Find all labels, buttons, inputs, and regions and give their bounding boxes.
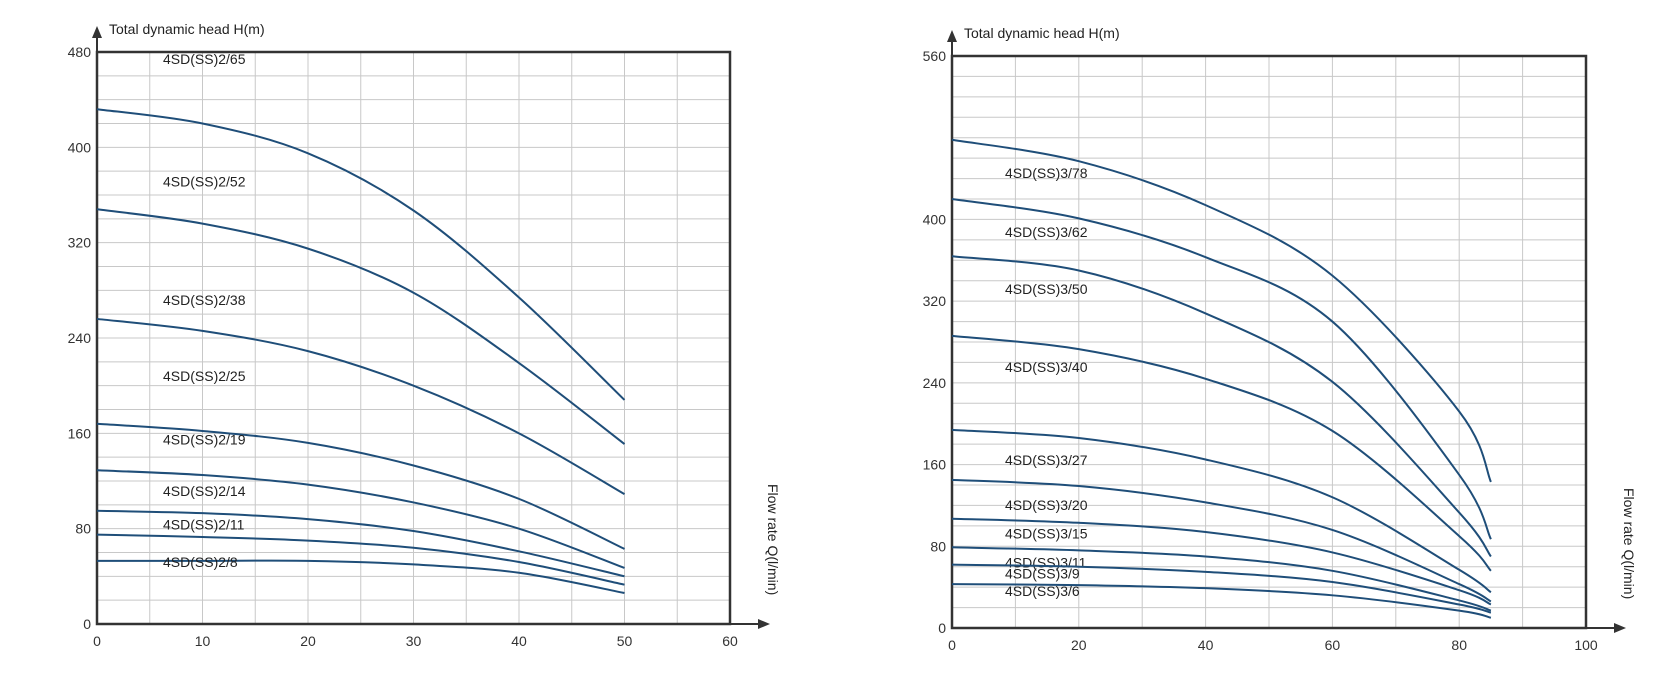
series-label: 4SD(SS)2/14 <box>163 483 246 499</box>
y-axis-label: Total dynamic head H(m) <box>109 21 265 37</box>
series-curve <box>951 563 1492 614</box>
series-label: 4SD(SS)3/78 <box>1005 165 1088 181</box>
series-label: 4SD(SS)3/62 <box>1005 224 1088 240</box>
y-tick-label: 160 <box>923 457 947 473</box>
x-tick-label: 60 <box>1325 637 1341 653</box>
series-curve <box>951 546 1492 612</box>
y-tick-label: 400 <box>68 139 92 155</box>
series-curve <box>951 198 1492 540</box>
y-tick-label: 400 <box>923 211 947 227</box>
y-tick-label: 80 <box>930 538 946 554</box>
series-curve <box>96 469 625 569</box>
x-tick-label: 20 <box>1071 637 1087 653</box>
x-tick-label: 60 <box>722 633 738 649</box>
series-label: 4SD(SS)3/20 <box>1005 497 1088 513</box>
y-tick-label: 160 <box>68 425 92 441</box>
series-label: 4SD(SS)2/38 <box>163 292 246 308</box>
series-curve <box>96 559 625 594</box>
series-curve <box>96 422 625 550</box>
y-tick-label: 80 <box>75 521 91 537</box>
x-tick-label: 10 <box>195 633 211 649</box>
y-axis-arrow-icon <box>947 30 957 42</box>
y-tick-label: 0 <box>938 620 946 636</box>
y-tick-label: 320 <box>923 293 947 309</box>
series-label: 4SD(SS)2/11 <box>163 517 245 533</box>
series-curve <box>951 478 1492 603</box>
series-label: 4SD(SS)2/65 <box>163 51 246 67</box>
series-curve <box>96 108 626 401</box>
y-tick-label: 480 <box>68 44 92 60</box>
y-axis-arrow-icon <box>92 26 102 38</box>
series-curve <box>96 317 625 495</box>
x-tick-label: 50 <box>617 633 633 649</box>
x-tick-label: 80 <box>1451 637 1467 653</box>
series-curve <box>951 138 1492 483</box>
series-label: 4SD(SS)2/19 <box>163 431 246 447</box>
series-label: 4SD(SS)3/40 <box>1005 359 1088 375</box>
series-curve <box>96 208 626 445</box>
x-tick-label: 20 <box>300 633 316 649</box>
series-curve <box>951 334 1492 572</box>
y-tick-label: 560 <box>923 48 947 64</box>
series-label: 4SD(SS)3/6 <box>1005 583 1080 599</box>
series-curve <box>951 517 1492 606</box>
y-tick-label: 0 <box>83 616 91 632</box>
x-tick-label: 0 <box>93 633 101 649</box>
y-tick-label: 240 <box>923 375 947 391</box>
series-curve <box>96 509 625 578</box>
x-tick-label: 0 <box>948 637 956 653</box>
series-label: 4SD(SS)3/50 <box>1005 281 1088 297</box>
series-label: 4SD(SS)3/27 <box>1005 452 1088 468</box>
x-tick-label: 40 <box>511 633 527 649</box>
series-curve <box>96 533 625 586</box>
grid <box>97 52 730 624</box>
x-axis-label: Flow rate Q(l/min) <box>1621 488 1637 599</box>
x-axis-label: Flow rate Q(l/min) <box>765 484 781 595</box>
chart-2: Total dynamic head H(m) Flow rate Q(l/min… <box>923 25 1637 653</box>
x-tick-label: 30 <box>406 633 422 649</box>
series-curve <box>951 428 1492 594</box>
x-axis-arrow-icon <box>758 619 770 629</box>
series-label: 4SD(SS)2/25 <box>163 368 246 384</box>
series-label: 4SD(SS)3/9 <box>1005 566 1080 582</box>
y-axis-label: Total dynamic head H(m) <box>964 25 1120 41</box>
series-label: 4SD(SS)3/15 <box>1005 526 1088 542</box>
x-tick-label: 40 <box>1198 637 1214 653</box>
series-curve <box>951 583 1492 619</box>
y-tick-label: 240 <box>68 330 92 346</box>
y-tick-label: 320 <box>68 235 92 251</box>
x-axis-arrow-icon <box>1614 623 1626 633</box>
chart-1: Total dynamic head H(m) Flow rate Q(l/min… <box>68 21 781 649</box>
series-label: 4SD(SS)2/8 <box>163 554 238 570</box>
series-label: 4SD(SS)2/52 <box>163 173 246 189</box>
x-tick-label: 100 <box>1574 637 1598 653</box>
series-curve <box>951 255 1492 558</box>
